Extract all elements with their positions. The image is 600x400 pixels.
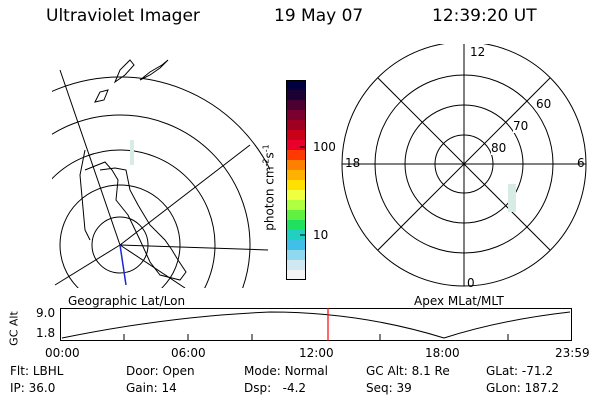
date-label: 19 May 07 (274, 6, 364, 26)
altitude-curve (61, 311, 571, 339)
mlt-label-18: 18 (345, 156, 361, 170)
colorbar-segment (286, 270, 306, 280)
meridian-line (119, 244, 186, 288)
time-tick-0000: 00:00 (45, 346, 80, 360)
dsp-info: Dsp: -4.2 (244, 381, 307, 395)
emission-patch (508, 184, 516, 212)
satellite-track (119, 244, 127, 286)
glat-info: GLat: -71.2 (486, 364, 553, 378)
colorbar-tick-10: 10 (313, 228, 329, 242)
meridian-line (59, 69, 121, 246)
filter-info: Flt: LBHL (10, 364, 64, 378)
lat-circle (52, 76, 270, 171)
coastline (79, 149, 91, 241)
colorbar-segment (286, 160, 306, 171)
coastline (84, 161, 187, 281)
gain-info: Gain: 14 (126, 381, 177, 395)
colorbar-segment (286, 240, 306, 251)
mlt-label-6: 6 (577, 156, 585, 170)
geographic-caption: Geographic Lat/Lon (68, 294, 186, 308)
mlt-label-12: 12 (470, 45, 486, 59)
lat-circle (52, 149, 216, 288)
meridian-line (54, 244, 121, 286)
mode-info: Mode: Normal (244, 364, 328, 378)
polar-diagonal (377, 77, 551, 251)
colorbar-segment (286, 130, 306, 141)
coastline (139, 59, 169, 81)
colorbar-segment (286, 190, 306, 201)
glon-info: GLon: 187.2 (486, 381, 559, 395)
ip-info: IP: 36.0 (10, 381, 56, 395)
colorbar-segment (286, 150, 306, 161)
gc-alt-info: GC Alt: 8.1 Re (366, 364, 450, 378)
colorbar-segment (286, 260, 306, 271)
colorbar (286, 80, 306, 280)
time-tick-1800: 18:00 (425, 346, 460, 360)
emission-patch (130, 140, 134, 165)
altitude-plot (60, 308, 572, 341)
mlat-label-70: 70 (513, 119, 529, 133)
colorbar-segment (286, 200, 306, 211)
mlat-label-60: 60 (536, 97, 552, 111)
coastline (94, 89, 109, 103)
colorbar-segment (286, 210, 306, 221)
seq-info: Seq: 39 (366, 381, 412, 395)
meridian-line (119, 244, 269, 251)
mlt-label-0: 0 (467, 276, 475, 290)
colorbar-segment (286, 180, 306, 191)
colorbar-segment (286, 110, 306, 121)
altitude-tick-top: 9.0 (36, 306, 56, 320)
coastline (113, 59, 135, 84)
colorbar-segment (286, 230, 306, 241)
colorbar-segment (286, 250, 306, 261)
time-tick-0600: 06:00 (171, 346, 206, 360)
polar-plot (341, 44, 587, 287)
mlat-label-80: 80 (491, 141, 507, 155)
door-info: Door: Open (126, 364, 195, 378)
colorbar-segment (286, 120, 306, 131)
colorbar-segment (286, 220, 306, 231)
colorbar-label: photon cm-2s-1 (261, 144, 277, 231)
altitude-tick-bottom: 1.8 (36, 326, 56, 340)
lat-circle (52, 114, 251, 288)
colorbar-segment (286, 170, 306, 181)
instrument-title: Ultraviolet Imager (46, 6, 200, 26)
lat-circle (59, 184, 181, 288)
colorbar-segment (286, 80, 306, 91)
colorbar-segment (286, 100, 306, 111)
lat-circle (91, 216, 149, 274)
time-tick-1200: 12:00 (299, 346, 334, 360)
geographic-map (52, 59, 270, 288)
time-label: 12:39:20 UT (432, 6, 537, 26)
colorbar-segment (286, 140, 306, 151)
time-tick-2359: 23:59 (555, 346, 590, 360)
apex-caption: Apex MLat/MLT (414, 294, 504, 308)
meridian-line (119, 144, 251, 246)
colorbar-tick-100: 100 (313, 140, 336, 154)
altitude-axis-label: GC Alt (7, 311, 21, 346)
colorbar-segment (286, 90, 306, 101)
